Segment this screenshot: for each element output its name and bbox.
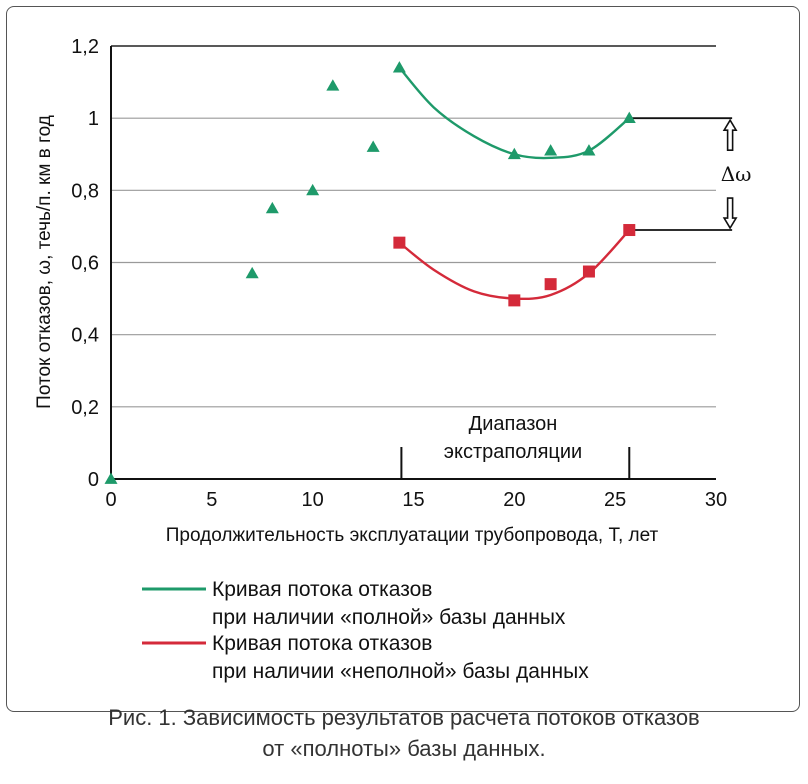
x-tick-label: 0 [105, 489, 116, 511]
y-tick-label: 1,2 [71, 36, 99, 58]
x-tick-label: 15 [402, 489, 424, 511]
observed-point [326, 79, 340, 91]
figure-caption: Рис. 1. Зависимость результатов расчета … [0, 702, 808, 764]
legend: Кривая потока отказов при наличии «полно… [142, 578, 589, 683]
legend-text-partial-2: при наличии «неполной» базы данных [212, 660, 589, 683]
range-label-line2: экстраполяции [444, 441, 582, 463]
y-tick-label: 0,4 [71, 325, 99, 347]
markers [104, 61, 636, 484]
y-tick-label: 1 [88, 108, 99, 130]
data-point-triangle [582, 144, 596, 156]
legend-text-full-2: при наличии «полной» базы данных [212, 606, 566, 629]
axes [110, 46, 716, 480]
x-tick-label: 25 [604, 489, 626, 511]
delta-arrow-down [722, 197, 738, 230]
legend-text-full-1: Кривая потока отказов [212, 578, 432, 601]
x-tick-label: 30 [705, 489, 727, 511]
data-point-triangle [507, 147, 521, 160]
x-tick-label: 20 [503, 489, 525, 511]
x-tick-label: 10 [302, 489, 324, 511]
data-point-square [544, 278, 557, 291]
delta-arrow-up [722, 118, 738, 151]
x-tick-labels: 0 5 10 15 20 25 30 [105, 489, 727, 511]
series-curve-0 [398, 66, 631, 160]
extrapolation-range: Диапазон экстраполяции [400, 413, 631, 479]
delta-label: Δω [721, 162, 752, 186]
y-tick-label: 0,8 [71, 180, 99, 202]
grid-lines [111, 45, 716, 408]
y-tick-label: 0,2 [71, 397, 99, 419]
delta-indicator: Δω [721, 118, 752, 230]
observed-point [245, 266, 259, 279]
y-axis-label: Поток отказов, ω, течь/п. км в год [34, 115, 55, 409]
data-point-square [508, 294, 521, 307]
observed-point [366, 140, 380, 152]
observed-point [104, 472, 118, 484]
data-point-square [623, 224, 636, 237]
x-axis-label: Продолжительность эксплуатации трубопров… [166, 525, 659, 546]
legend-text-partial-1: Кривая потока отказов [212, 632, 432, 655]
observed-point [392, 61, 406, 73]
y-tick-labels: 0 0,2 0,4 0,6 0,8 1 1,2 [71, 36, 99, 491]
chart-frame [6, 6, 800, 712]
data-point-square [582, 265, 595, 278]
observed-point [306, 183, 320, 196]
x-tick-label: 5 [206, 489, 217, 511]
series-curve-1 [398, 229, 631, 301]
y-tick-label: 0 [88, 469, 99, 491]
y-tick-label: 0,6 [71, 253, 99, 275]
observed-point [265, 201, 279, 214]
caption-line-1: Рис. 1. Зависимость результатов расчета … [108, 705, 700, 730]
range-label-line1: Диапазон [469, 413, 558, 435]
caption-line-2: от «полноты» базы данных. [262, 736, 546, 761]
data-point-triangle [544, 144, 558, 156]
curves [398, 66, 733, 301]
data-point-square [393, 236, 406, 249]
data-point-triangle [622, 111, 636, 124]
